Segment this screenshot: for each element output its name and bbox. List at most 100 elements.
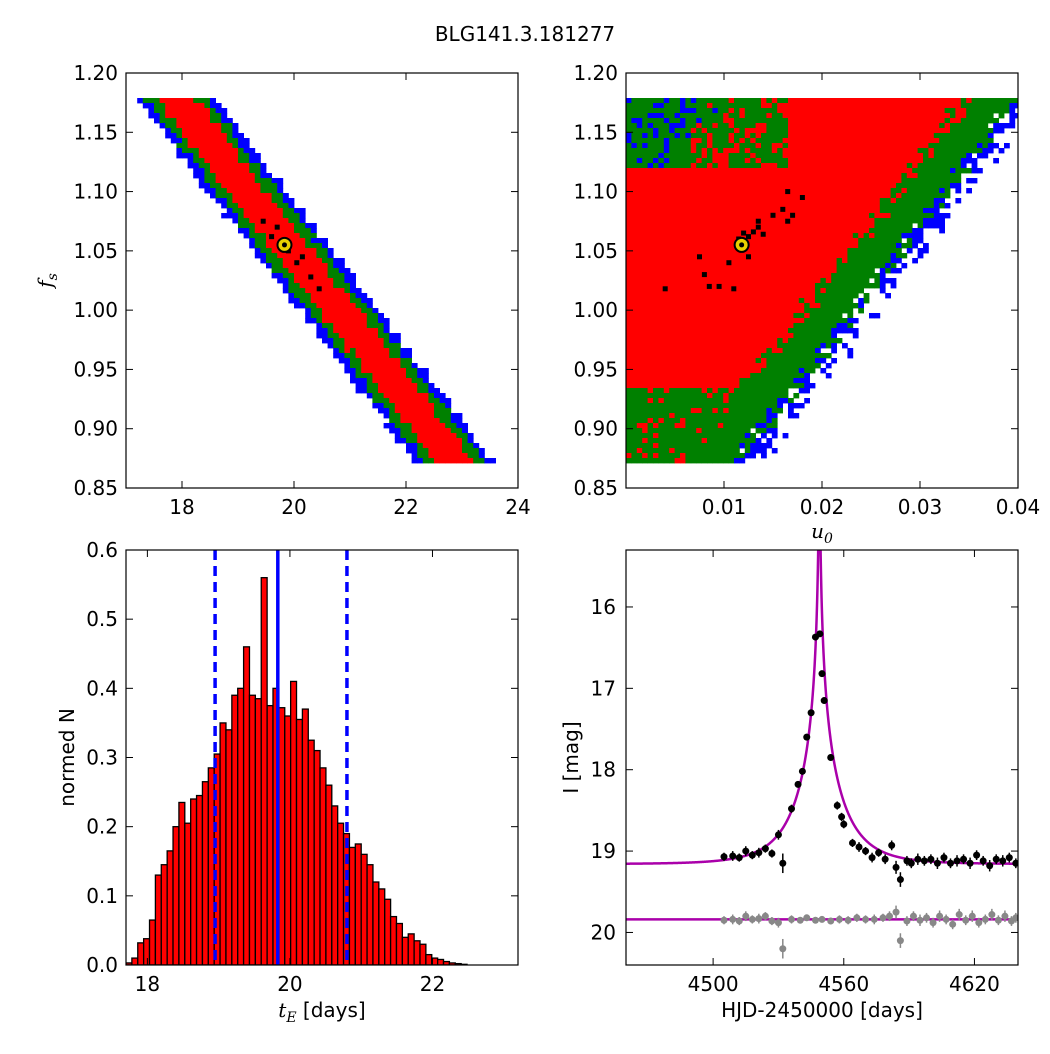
density-cell — [864, 243, 870, 248]
density-cell — [777, 183, 783, 188]
density-cell — [680, 178, 686, 183]
observation-point — [993, 856, 1000, 863]
density-cell — [631, 338, 637, 343]
density-cell — [653, 358, 659, 363]
density-cell — [631, 408, 637, 413]
density-cell — [637, 123, 643, 128]
density-cell — [718, 328, 724, 333]
density-cell — [783, 303, 789, 308]
density-cell — [626, 313, 632, 318]
density-cell — [766, 113, 772, 118]
density-cell — [468, 453, 474, 458]
density-cell — [874, 133, 880, 138]
density-cell — [669, 443, 675, 448]
density-cell — [858, 213, 864, 218]
density-cell — [322, 258, 328, 263]
density-cell — [696, 428, 702, 433]
density-cell — [847, 278, 853, 283]
density-cell — [842, 283, 848, 288]
density-cell — [193, 168, 199, 173]
density-cell — [339, 293, 345, 298]
density-cell — [810, 363, 816, 368]
density-cell — [907, 218, 913, 223]
density-cell — [901, 98, 907, 103]
density-cell — [266, 203, 272, 208]
density-cell — [696, 383, 702, 388]
density-cell — [702, 328, 708, 333]
density-cell — [204, 178, 210, 183]
residual-point — [827, 918, 834, 925]
density-cell — [972, 123, 978, 128]
density-cell — [842, 238, 848, 243]
density-cell — [417, 368, 423, 373]
density-cell — [885, 143, 891, 148]
density-cell — [328, 283, 334, 288]
observation-point — [980, 857, 987, 864]
density-cell — [847, 228, 853, 233]
density-cell — [739, 348, 745, 353]
best-sample-point — [717, 284, 722, 289]
density-cell — [739, 298, 745, 303]
density-cell — [210, 143, 216, 148]
density-cell — [766, 103, 772, 108]
density-cell — [417, 388, 423, 393]
density-cell — [648, 173, 654, 178]
density-cell — [637, 393, 643, 398]
density-cell — [799, 228, 805, 233]
density-cell — [148, 113, 154, 118]
density-cell — [227, 203, 233, 208]
density-cell — [712, 178, 718, 183]
density-cell — [642, 448, 648, 453]
density-cell — [696, 208, 702, 213]
density-cell — [966, 168, 972, 173]
density-cell — [680, 383, 686, 388]
density-cell — [804, 328, 810, 333]
density-cell — [842, 163, 848, 168]
density-cell — [739, 303, 745, 308]
density-cell — [648, 363, 654, 368]
density-cell — [631, 348, 637, 353]
density-cell — [631, 253, 637, 258]
density-cell — [434, 428, 440, 433]
density-cell — [669, 128, 675, 133]
density-cell — [188, 103, 194, 108]
density-cell — [820, 118, 826, 123]
density-cell — [788, 253, 794, 258]
density-cell — [626, 138, 632, 143]
density-cell — [739, 363, 745, 368]
density-cell — [783, 333, 789, 338]
density-cell — [745, 158, 751, 163]
density-cell — [653, 388, 659, 393]
density-cell — [815, 343, 821, 348]
density-cell — [923, 248, 929, 253]
density-cell — [793, 378, 799, 383]
density-cell — [880, 118, 886, 123]
density-cell — [799, 313, 805, 318]
density-cell — [631, 168, 637, 173]
density-cell — [756, 193, 762, 198]
density-cell — [756, 268, 762, 273]
observation-point — [954, 857, 961, 864]
density-cell — [880, 158, 886, 163]
density-cell — [367, 368, 373, 373]
density-cell — [680, 378, 686, 383]
density-cell — [939, 193, 945, 198]
density-cell — [885, 213, 891, 218]
density-cell — [918, 123, 924, 128]
density-cell — [288, 218, 294, 223]
density-cell — [680, 248, 686, 253]
density-cell — [750, 238, 756, 243]
density-cell — [766, 293, 772, 298]
density-cell — [696, 368, 702, 373]
density-cell — [707, 403, 713, 408]
density-cell — [729, 388, 735, 393]
density-cell — [756, 278, 762, 283]
density-cell — [766, 203, 772, 208]
density-cell — [294, 233, 300, 238]
density-cell — [445, 423, 451, 428]
density-cell — [712, 453, 718, 458]
density-cell — [675, 98, 681, 103]
density-cell — [788, 153, 794, 158]
density-cell — [328, 318, 334, 323]
density-cell — [664, 113, 670, 118]
